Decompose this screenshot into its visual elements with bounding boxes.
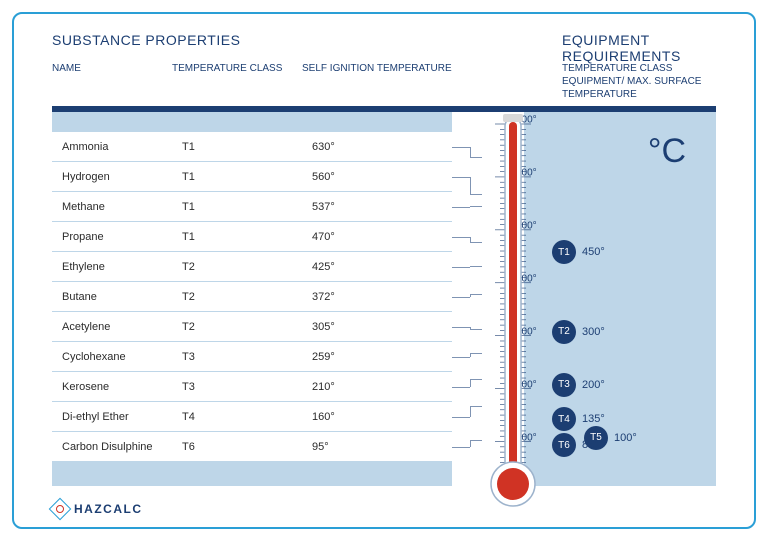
cell-class: T4	[172, 402, 302, 432]
cell-name: Cyclohexane	[52, 342, 172, 372]
cell-class: T2	[172, 282, 302, 312]
table-row: HydrogenT1560°	[52, 162, 452, 192]
temp-class-badge: T6	[552, 433, 576, 457]
col-header-self: SELF IGNITION TEMPERATURE	[302, 62, 452, 101]
cell-name: Ethylene	[52, 252, 172, 282]
col-header-name: NAME	[52, 62, 172, 101]
temp-class-badge: T2	[552, 320, 576, 344]
table-row: MethaneT1537°	[52, 192, 452, 222]
cell-class: T1	[172, 132, 302, 162]
cell-self-ignition: 210°	[302, 372, 452, 402]
substance-table: AmmoniaT1630°HydrogenT1560°MethaneT1537°…	[52, 112, 452, 486]
cell-self-ignition: 372°	[302, 282, 452, 312]
cell-self-ignition: 425°	[302, 252, 452, 282]
cell-name: Hydrogen	[52, 162, 172, 192]
temp-class-value: 450°	[582, 246, 605, 258]
cell-name: Di-ethyl Ether	[52, 402, 172, 432]
table-row: KeroseneT3210°	[52, 372, 452, 402]
header-row: SUBSTANCE PROPERTIES EQUIPMENT REQUIREME…	[52, 32, 716, 64]
temp-class-marker: T2 300°	[552, 320, 605, 344]
equipment-panel: °C T1450°T2300°T3200°T4135°T5100°T685°	[524, 112, 716, 486]
cell-class: T2	[172, 252, 302, 282]
cell-name: Butane	[52, 282, 172, 312]
cell-name: Methane	[52, 192, 172, 222]
cell-self-ignition: 537°	[302, 192, 452, 222]
cell-self-ignition: 470°	[302, 222, 452, 252]
temp-class-marker: T1 450°	[552, 240, 605, 264]
table-row: Carbon DisulphineT695°	[52, 432, 452, 462]
temp-class-value: 85°	[582, 439, 599, 451]
temp-class-badge: T3	[552, 373, 576, 397]
cell-class: T6	[172, 432, 302, 462]
temp-class-badge: T4	[552, 407, 576, 431]
cell-class: T1	[172, 222, 302, 252]
table-row: CyclohexaneT3259°	[52, 342, 452, 372]
temp-class-value: 135°	[582, 413, 605, 425]
table-row: PropaneT1470°	[52, 222, 452, 252]
temp-class-badge: T1	[552, 240, 576, 264]
col-header-right: TEMPERATURE CLASS EQUIPMENT/ MAX. SURFAC…	[562, 62, 716, 101]
cell-name: Acetylene	[52, 312, 172, 342]
column-headers: NAME TEMPERATURE CLASS SELF IGNITION TEM…	[52, 62, 716, 101]
cell-class: T1	[172, 192, 302, 222]
cell-name: Carbon Disulphine	[52, 432, 172, 462]
cell-name: Ammonia	[52, 132, 172, 162]
table-row: EthyleneT2425°	[52, 252, 452, 282]
temp-class-value: 200°	[582, 379, 605, 391]
temp-class-marker: T6 85°	[552, 433, 599, 457]
equipment-requirements-title: EQUIPMENT REQUIREMENTS	[562, 32, 716, 64]
unit-symbol: °C	[648, 132, 686, 171]
table-row: AcetyleneT2305°	[52, 312, 452, 342]
table-row: ButaneT2372°	[52, 282, 452, 312]
main-frame: SUBSTANCE PROPERTIES EQUIPMENT REQUIREME…	[12, 12, 756, 529]
cell-self-ignition: 305°	[302, 312, 452, 342]
cell-class: T3	[172, 342, 302, 372]
hazcalc-logo: HAZCALC	[52, 501, 143, 517]
cell-self-ignition: 259°	[302, 342, 452, 372]
cell-class: T1	[172, 162, 302, 192]
logo-text: HAZCALC	[74, 502, 143, 516]
cell-class: T2	[172, 312, 302, 342]
cell-self-ignition: 630°	[302, 132, 452, 162]
temp-class-value: 300°	[582, 326, 605, 338]
cell-name: Propane	[52, 222, 172, 252]
table-row: Di-ethyl EtherT4160°	[52, 402, 452, 432]
substance-properties-title: SUBSTANCE PROPERTIES	[52, 32, 452, 48]
cell-self-ignition: 560°	[302, 162, 452, 192]
col-header-class: TEMPERATURE CLASS	[172, 62, 302, 101]
cell-self-ignition: 95°	[302, 432, 452, 462]
temp-class-marker: T3 200°	[552, 373, 605, 397]
temp-class-value: 100°	[614, 432, 637, 444]
cell-self-ignition: 160°	[302, 402, 452, 432]
table-row: AmmoniaT1630°	[52, 132, 452, 162]
cell-class: T3	[172, 372, 302, 402]
logo-badge-icon	[49, 498, 72, 521]
cell-name: Kerosene	[52, 372, 172, 402]
